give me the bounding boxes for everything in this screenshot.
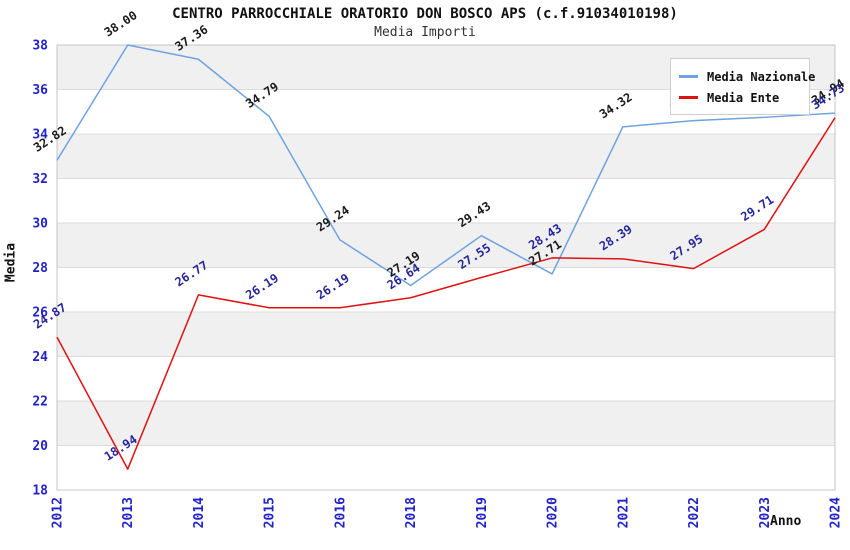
y-tick-label: 28 — [32, 261, 48, 276]
background-band — [57, 134, 835, 179]
legend-item-label: Media Nazionale — [707, 69, 816, 84]
y-tick-label: 38 — [32, 39, 48, 54]
y-tick-label: 30 — [32, 217, 48, 232]
chart-title: CENTRO PARROCCHIALE ORATORIO DON BOSCO A… — [172, 6, 678, 22]
x-tick-label: 2013 — [121, 497, 136, 528]
x-tick-label: 2021 — [616, 497, 631, 528]
y-tick-label: 26 — [32, 306, 48, 321]
x-tick-label: 2016 — [333, 497, 348, 528]
x-tick-label: 2020 — [546, 497, 561, 528]
x-tick-label: 2014 — [192, 497, 207, 528]
x-tick-label: 2012 — [51, 497, 66, 528]
y-tick-label: 22 — [32, 395, 48, 410]
point-label: 34.32 — [597, 90, 635, 121]
legend-line-swatch — [679, 96, 698, 99]
y-tick-label: 20 — [32, 439, 48, 454]
y-axis-title: Media — [3, 242, 19, 283]
y-tick-label: 24 — [32, 350, 48, 365]
y-tick-label: 34 — [32, 128, 48, 143]
series-line-media-nazionale — [56, 44, 836, 287]
chart-subtitle: Media Importi — [374, 25, 476, 40]
legend-line-swatch — [679, 75, 698, 78]
y-tick-label: 36 — [32, 83, 48, 98]
background-band — [57, 401, 835, 446]
y-tick-label: 18 — [32, 484, 48, 499]
x-tick-label: 2015 — [263, 497, 278, 528]
x-axis-title: Anno — [770, 514, 802, 529]
x-tick-label: 2019 — [475, 497, 490, 528]
x-tick-label: 2024 — [829, 497, 844, 528]
point-label: 26.19 — [243, 271, 281, 302]
legend-item: Media Ente — [679, 87, 801, 108]
point-label: 38.00 — [102, 8, 140, 39]
series-line-media-ente — [56, 117, 836, 470]
x-tick-label: 2018 — [404, 497, 419, 528]
legend-item-label: Media Ente — [707, 90, 780, 105]
x-tick-label: 2023 — [758, 497, 773, 528]
background-band — [57, 312, 835, 357]
legend-item: Media Nazionale — [679, 66, 815, 87]
y-tick-label: 32 — [32, 172, 48, 187]
point-label: 26.19 — [314, 271, 352, 302]
plot-border — [56, 44, 836, 491]
legend-box: Media Nazionale Media Ente — [670, 58, 815, 115]
x-tick-label: 2022 — [687, 497, 702, 528]
